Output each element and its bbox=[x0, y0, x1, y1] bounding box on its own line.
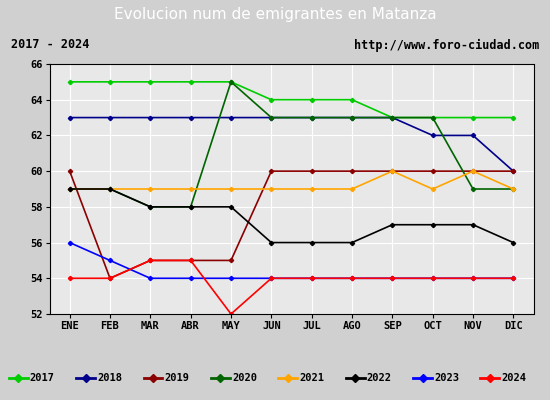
Text: 2021: 2021 bbox=[299, 373, 324, 383]
Text: 2020: 2020 bbox=[232, 373, 257, 383]
Text: Evolucion num de emigrantes en Matanza: Evolucion num de emigrantes en Matanza bbox=[114, 8, 436, 22]
Text: 2017 - 2024: 2017 - 2024 bbox=[11, 38, 89, 52]
Text: 2017: 2017 bbox=[30, 373, 55, 383]
Text: 2019: 2019 bbox=[164, 373, 190, 383]
Text: http://www.foro-ciudad.com: http://www.foro-ciudad.com bbox=[354, 38, 539, 52]
Text: 2023: 2023 bbox=[434, 373, 459, 383]
Text: 2018: 2018 bbox=[97, 373, 122, 383]
Text: 2024: 2024 bbox=[502, 373, 526, 383]
Text: 2022: 2022 bbox=[367, 373, 392, 383]
